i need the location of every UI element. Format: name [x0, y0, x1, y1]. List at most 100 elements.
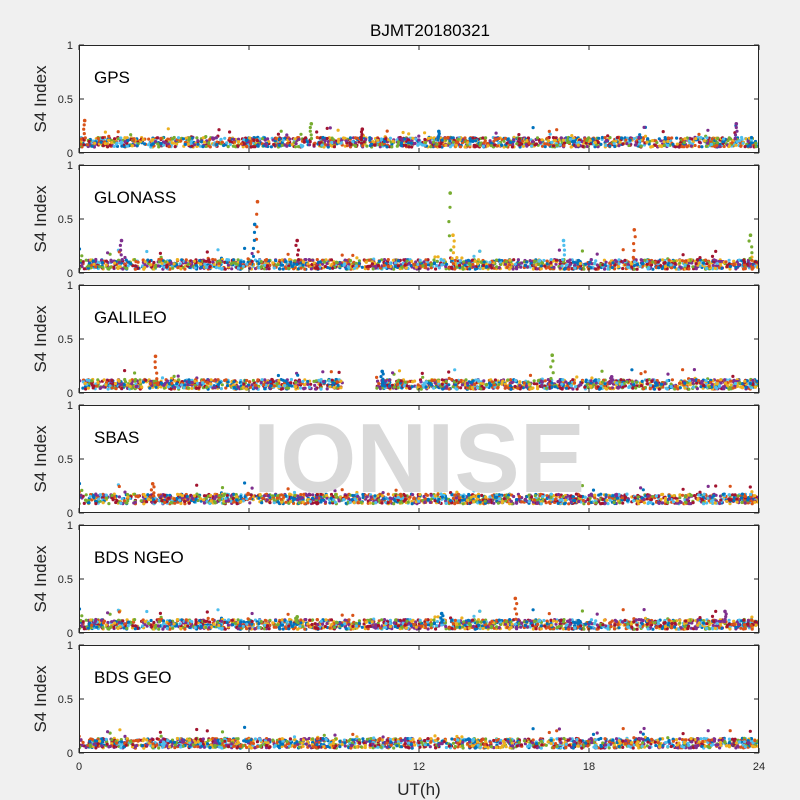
data-point — [744, 385, 748, 389]
data-point — [401, 130, 405, 135]
data-point — [479, 260, 483, 264]
data-point — [606, 264, 610, 268]
data-point — [713, 266, 717, 270]
data-point — [584, 141, 588, 145]
data-point — [570, 139, 574, 144]
data-point — [133, 377, 138, 382]
data-point — [678, 258, 682, 262]
data-point — [528, 259, 532, 263]
data-point — [140, 385, 144, 389]
data-point — [180, 383, 184, 387]
data-point — [123, 380, 128, 384]
data-point — [136, 260, 140, 264]
data-point — [211, 257, 215, 262]
data-point — [615, 381, 619, 385]
data-point — [281, 378, 285, 382]
data-point — [179, 267, 183, 271]
data-point — [199, 144, 203, 148]
data-point — [300, 145, 304, 149]
data-point — [125, 136, 129, 140]
data-point — [339, 386, 343, 390]
data-point — [630, 265, 634, 269]
data-point — [277, 137, 281, 141]
data-point — [545, 259, 549, 263]
data-point — [272, 266, 276, 270]
data-point — [531, 126, 535, 130]
data-point — [182, 386, 186, 390]
data-point — [173, 379, 177, 383]
data-point — [160, 376, 165, 380]
spike-point — [296, 248, 300, 252]
data-point — [595, 252, 599, 256]
data-point — [204, 135, 208, 139]
spike-point — [255, 212, 259, 216]
data-point — [611, 261, 615, 265]
data-point — [683, 137, 687, 141]
data-point — [718, 142, 722, 146]
data-point — [525, 144, 529, 148]
data-point — [423, 137, 427, 142]
data-point — [447, 376, 451, 380]
data-point — [330, 378, 334, 382]
data-point — [357, 140, 361, 144]
data-point — [547, 265, 551, 270]
data-point — [392, 267, 396, 271]
data-point — [732, 262, 737, 266]
data-point — [303, 267, 307, 271]
data-point — [488, 139, 492, 143]
data-point — [284, 379, 288, 383]
data-point — [388, 136, 392, 140]
data-point — [408, 386, 412, 390]
data-point — [439, 142, 443, 146]
data-point — [318, 383, 322, 387]
data-point — [459, 386, 463, 390]
figure-title: BJMT20180321 — [370, 21, 490, 40]
data-point — [179, 139, 183, 143]
data-point — [361, 144, 365, 148]
data-point — [716, 379, 720, 383]
data-point — [276, 373, 280, 378]
spike-point — [82, 127, 86, 131]
data-point — [567, 267, 571, 271]
data-point — [104, 263, 108, 267]
data-point — [336, 383, 340, 387]
data-point — [146, 143, 151, 147]
data-point — [640, 379, 644, 383]
data-point — [156, 142, 160, 146]
data-point — [562, 144, 566, 148]
spike-point — [448, 205, 452, 209]
data-point — [654, 260, 658, 264]
data-point — [176, 136, 181, 140]
data-point — [101, 385, 105, 389]
data-point — [443, 136, 447, 140]
data-point — [232, 380, 236, 384]
data-point — [738, 139, 742, 143]
spike-point — [83, 136, 87, 140]
data-point — [638, 139, 642, 143]
data-point — [538, 258, 542, 262]
data-point — [80, 264, 84, 269]
data-point — [249, 385, 253, 389]
data-point — [202, 378, 206, 382]
data-point — [618, 140, 622, 144]
data-point — [106, 251, 110, 255]
data-point — [201, 136, 205, 140]
data-point — [186, 383, 190, 387]
data-point — [339, 379, 343, 383]
data-point — [82, 143, 86, 147]
data-point — [478, 142, 482, 146]
data-point — [714, 249, 718, 253]
data-point — [500, 143, 504, 147]
spike-point — [82, 118, 87, 123]
data-point — [729, 379, 733, 383]
data-point — [110, 141, 114, 145]
data-point — [667, 258, 671, 262]
data-point — [113, 261, 117, 265]
data-point — [129, 133, 133, 137]
data-point — [110, 386, 114, 390]
data-point — [632, 137, 636, 141]
data-point — [198, 382, 202, 386]
data-point — [417, 134, 421, 138]
data-point — [723, 378, 727, 382]
data-point — [106, 145, 110, 149]
